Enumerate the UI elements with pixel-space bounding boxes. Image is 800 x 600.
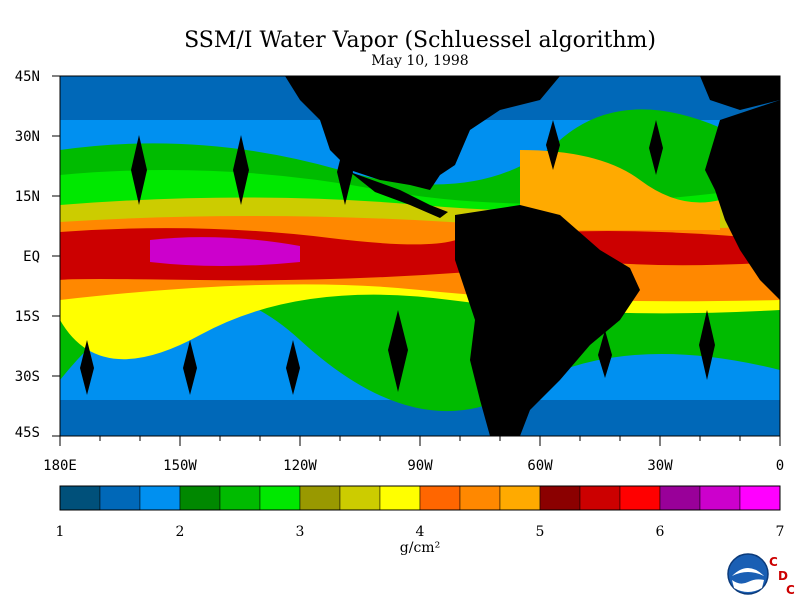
- colorbar-frame: [59, 485, 781, 511]
- colorbar-tick-label: 3: [295, 524, 305, 540]
- colorbar-swatch: [379, 485, 421, 511]
- central-america-land: [350, 172, 448, 218]
- noaa-bird-icon: [732, 568, 764, 576]
- colorbar-swatch: [539, 485, 581, 511]
- gap-diamond: [699, 310, 715, 380]
- map-subtitle-date: May 10, 1998: [371, 53, 469, 69]
- colorbar-swatch: [219, 485, 261, 511]
- north-america-land: [285, 76, 560, 190]
- lon-label-180e: 180E: [43, 458, 77, 474]
- gap-diamond: [233, 135, 249, 205]
- logo-letter-c1: C: [769, 555, 778, 569]
- colorbar-swatch: [139, 485, 181, 511]
- gap-diamond: [286, 340, 300, 395]
- lon-label-90w: 90W: [407, 458, 433, 474]
- lat-label-eq: EQ: [23, 249, 40, 265]
- lat-label-30n: 30N: [14, 129, 40, 145]
- gap-diamond: [80, 340, 94, 395]
- africa-land: [705, 100, 780, 300]
- colorbar-swatch: [99, 485, 141, 511]
- colorbar-swatch: [259, 485, 301, 511]
- colorbar-swatch: [739, 485, 781, 511]
- europe-land: [700, 76, 780, 110]
- gap-diamond: [598, 330, 612, 378]
- gap-diamond: [388, 310, 408, 392]
- band-orange-atlantic: [520, 150, 720, 230]
- colorbar-tick-label: 2: [175, 524, 185, 540]
- band-magenta: [150, 237, 300, 266]
- colorbar-tick-label: 1: [55, 524, 65, 540]
- logo-letter-d: D: [778, 569, 788, 583]
- colorbar-swatch: [699, 485, 741, 511]
- colorbar-tick-label: 7: [775, 524, 785, 540]
- lat-label-45n: 45N: [14, 69, 40, 85]
- lon-label-30w: 30W: [647, 458, 673, 474]
- lon-label-120w: 120W: [283, 458, 317, 474]
- colorbar-swatch: [419, 485, 461, 511]
- lat-label-30s: 30S: [14, 369, 40, 385]
- lat-ticks: [52, 75, 60, 437]
- lon-label-0: 0: [775, 458, 785, 474]
- colorbar-swatch: [619, 485, 661, 511]
- band-red-atlantic: [560, 231, 780, 266]
- lat-label-15n: 15N: [14, 189, 40, 205]
- noaa-wave-icon: [732, 579, 764, 592]
- colorbar-swatch: [459, 485, 501, 511]
- colorbar-unit: g/cm²: [399, 540, 441, 556]
- colorbar-swatch: [579, 485, 621, 511]
- map-title: SSM/I Water Vapor (Schluessel algorithm): [184, 28, 656, 53]
- colorbar-tick-label: 6: [655, 524, 665, 540]
- colorbar-swatch: [499, 485, 541, 511]
- gap-diamond: [649, 120, 663, 175]
- south-america-land: [455, 205, 640, 436]
- lon-ticks: [59, 436, 781, 446]
- colorbar-swatch: [299, 485, 341, 511]
- gap-diamond: [131, 135, 147, 205]
- lon-label-150w: 150W: [163, 458, 197, 474]
- lat-label-45s: 45S: [14, 425, 40, 441]
- colorbar-swatch: [659, 485, 701, 511]
- colorbar-tick-label: 5: [535, 524, 545, 540]
- gap-diamond: [546, 120, 560, 170]
- noaa-cdc-logo: C D C: [727, 553, 795, 597]
- colorbar-tick-label: 4: [415, 524, 425, 540]
- colorbar-swatch: [339, 485, 381, 511]
- colorbar-swatch: [179, 485, 221, 511]
- lon-label-60w: 60W: [527, 458, 553, 474]
- colorbar-swatch: [59, 485, 101, 511]
- gap-diamond: [337, 140, 353, 205]
- lat-label-15s: 15S: [14, 309, 40, 325]
- gap-diamond: [183, 340, 197, 395]
- logo-letter-c2: C: [786, 583, 795, 597]
